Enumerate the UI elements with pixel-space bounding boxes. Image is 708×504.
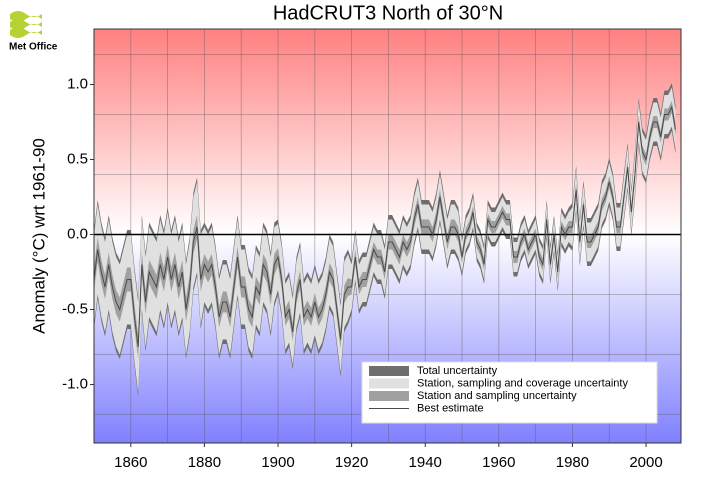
x-tick-label: 1920 [335, 454, 368, 471]
logo: Met Office [9, 11, 58, 53]
legend-label: Best estimate [417, 402, 484, 414]
legend-swatch [369, 378, 409, 389]
legend-label: Station, sampling and coverage uncertain… [417, 377, 628, 389]
series-line [94, 105, 676, 348]
y-tick-label: -0.5 [62, 300, 88, 317]
legend-swatch [369, 366, 409, 376]
y-axis-label: Anomaly (°C) wrt 1961-90 [29, 138, 48, 334]
y-tick-label: -1.0 [62, 375, 88, 392]
x-tick-label: 1940 [409, 454, 442, 471]
legend-label: Total uncertainty [417, 365, 498, 377]
plot [94, 83, 681, 397]
y-tick-label: 1.0 [67, 75, 88, 92]
chart-title: HadCRUT3 North of 30°N [273, 2, 503, 24]
legend-swatch [369, 391, 409, 401]
x-tick-label: 2000 [629, 454, 662, 471]
x-tick-label: 1960 [482, 454, 515, 471]
logo-text: Met Office [9, 42, 58, 53]
y-tick-label: 0.0 [67, 225, 88, 242]
x-tick-label: 1880 [188, 454, 221, 471]
uncertainty-band [94, 87, 676, 392]
x-tick-label: 1980 [556, 454, 589, 471]
legend-label: Station and sampling uncertainty [417, 390, 577, 402]
plot-border [93, 28, 682, 444]
x-tick-label: 1860 [114, 454, 147, 471]
axes: 1860 1880 1900 1920 1940 1960 1980 2000 1.0 0.5 0.… [62, 75, 663, 471]
logo-wave [10, 27, 42, 38]
legend-box [361, 361, 658, 424]
y-tick-label: 0.5 [67, 150, 88, 167]
x-tick-label: 1900 [261, 454, 294, 471]
